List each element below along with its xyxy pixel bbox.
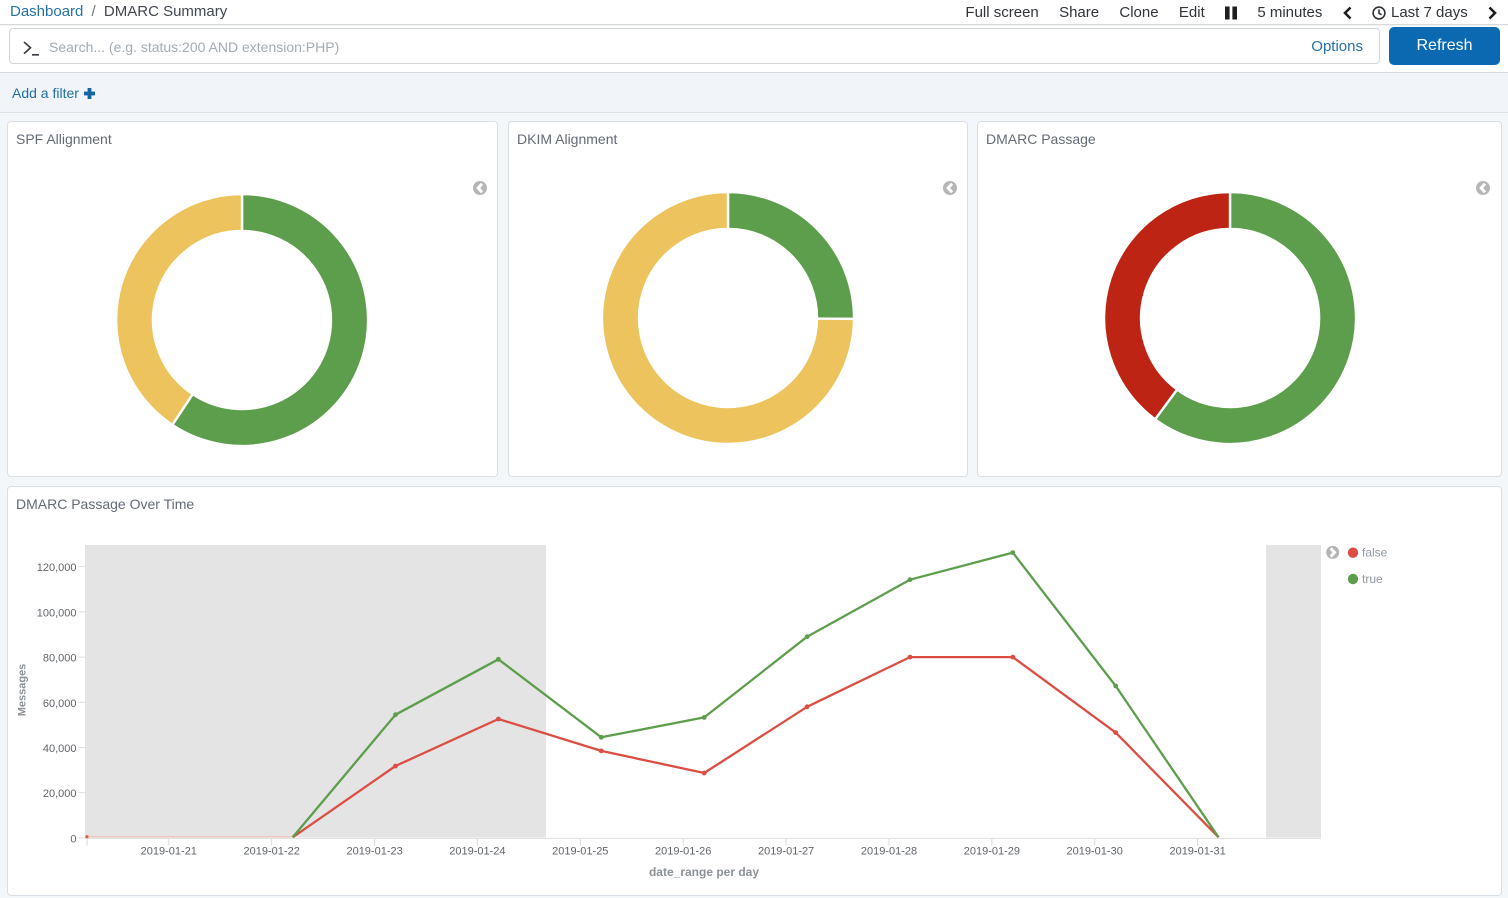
svg-text:80,000: 80,000 bbox=[43, 653, 77, 665]
svg-text:2019-01-28: 2019-01-28 bbox=[861, 846, 917, 858]
svg-text:2019-01-31: 2019-01-31 bbox=[1169, 846, 1225, 858]
svg-text:2019-01-25: 2019-01-25 bbox=[552, 846, 608, 858]
svg-text:20,000: 20,000 bbox=[43, 788, 77, 800]
svg-text:40,000: 40,000 bbox=[43, 743, 77, 755]
svg-text:date_range per day: date_range per day bbox=[649, 865, 759, 879]
svg-text:false: false bbox=[1362, 546, 1388, 560]
svg-text:2019-01-22: 2019-01-22 bbox=[244, 846, 300, 858]
svg-text:2019-01-27: 2019-01-27 bbox=[758, 846, 814, 858]
svg-text:2019-01-30: 2019-01-30 bbox=[1067, 846, 1123, 858]
svg-text:100,000: 100,000 bbox=[37, 607, 77, 619]
svg-text:2019-01-23: 2019-01-23 bbox=[346, 846, 402, 858]
svg-text:2019-01-29: 2019-01-29 bbox=[964, 846, 1020, 858]
svg-text:2019-01-24: 2019-01-24 bbox=[449, 846, 505, 858]
svg-text:0: 0 bbox=[70, 833, 76, 845]
svg-text:60,000: 60,000 bbox=[43, 698, 77, 710]
svg-text:120,000: 120,000 bbox=[37, 562, 77, 574]
svg-text:Messages: Messages bbox=[16, 664, 28, 717]
svg-text:2019-01-26: 2019-01-26 bbox=[655, 846, 711, 858]
svg-text:true: true bbox=[1362, 572, 1383, 586]
svg-text:2019-01-21: 2019-01-21 bbox=[141, 846, 197, 858]
